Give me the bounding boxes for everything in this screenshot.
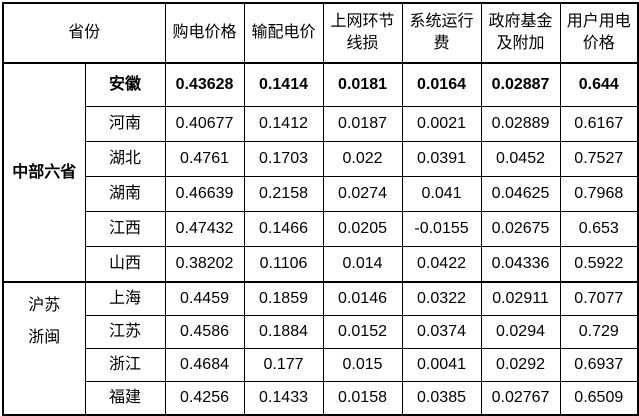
value-cell: 0.0205 <box>322 211 403 247</box>
table-row: 山西 0.38202 0.1106 0.014 0.0422 0.04336 0… <box>3 246 639 283</box>
value-cell: 0.4256 <box>164 381 245 416</box>
value-cell: 0.0152 <box>322 315 403 349</box>
value-cell: 0.653 <box>559 211 639 247</box>
table-row: 浙江 0.4684 0.177 0.015 0.0041 0.0292 0.69… <box>3 348 639 382</box>
value-cell: 0.0181 <box>322 62 403 107</box>
value-cell: 0.4761 <box>164 141 245 177</box>
value-cell: 0.02887 <box>480 62 561 107</box>
header-cell-province: 省份 <box>2 2 166 64</box>
value-cell: 0.0391 <box>401 141 482 177</box>
province-cell: 安徽 <box>84 62 166 107</box>
header-cell-transmission-price: 输配电价 <box>243 2 324 64</box>
table-row: 湖北 0.4761 0.1703 0.022 0.0391 0.0452 0.7… <box>3 141 639 177</box>
value-cell: 0.7968 <box>559 176 639 212</box>
value-cell: 0.2158 <box>243 176 324 212</box>
value-cell: 0.041 <box>401 176 482 212</box>
table-row: 湖南 0.46639 0.2158 0.0274 0.041 0.04625 0… <box>3 176 639 212</box>
province-cell: 福建 <box>84 381 166 416</box>
province-cell: 山西 <box>84 246 166 283</box>
value-cell: 0.1106 <box>243 246 324 283</box>
value-cell: 0.02767 <box>480 381 561 416</box>
table-row: 沪苏 浙闽 上海 0.4459 0.1859 0.0146 0.0322 0.0… <box>2 281 639 416</box>
value-cell: 0.4684 <box>164 348 245 382</box>
header-cell-purchase-price: 购电价格 <box>164 2 245 64</box>
header-cell-user-price: 用户用电 价格 <box>559 2 639 64</box>
header-cell-government-fund: 政府基金 及附加 <box>480 2 561 64</box>
value-cell: 0.40677 <box>164 106 245 142</box>
value-cell: 0.5922 <box>559 246 639 283</box>
value-cell: 0.0322 <box>401 281 482 316</box>
value-cell: 0.0158 <box>322 381 403 416</box>
province-cell: 上海 <box>84 281 166 316</box>
value-cell: 0.014 <box>322 246 403 283</box>
value-cell: 0.0385 <box>401 381 482 416</box>
value-cell: 0.1466 <box>243 211 324 247</box>
value-cell: 0.4459 <box>164 281 245 316</box>
table-row: 中部六省 安徽 0.43628 0.1414 0.0181 0.0164 0.0… <box>2 62 639 283</box>
value-cell: 0.0422 <box>401 246 482 283</box>
value-cell: 0.0041 <box>401 348 482 382</box>
value-cell: 0.02889 <box>480 106 561 142</box>
value-cell: 0.0294 <box>480 315 561 349</box>
group-cell-central-six: 中部六省 <box>2 62 86 283</box>
header-cell-line-loss: 上网环节 线损 <box>322 2 403 64</box>
value-cell: 0.644 <box>559 62 639 107</box>
group-cell-hu-su-zhe-min: 沪苏 浙闽 <box>2 281 86 416</box>
value-cell: 0.1412 <box>243 106 324 142</box>
value-cell: 0.1884 <box>243 315 324 349</box>
value-cell: 0.1859 <box>243 281 324 316</box>
province-cell: 浙江 <box>84 348 166 382</box>
value-cell: 0.4586 <box>164 315 245 349</box>
header-cell-system-operation-fee: 系统运行 费 <box>401 2 482 64</box>
value-cell: 0.46639 <box>164 176 245 212</box>
value-cell: 0.0164 <box>401 62 482 107</box>
value-cell: 0.022 <box>322 141 403 177</box>
value-cell: 0.015 <box>322 348 403 382</box>
value-cell: 0.1703 <box>243 141 324 177</box>
value-cell: 0.0021 <box>401 106 482 142</box>
value-cell: 0.04625 <box>480 176 561 212</box>
value-cell: 0.7527 <box>559 141 639 177</box>
table-row: 河南 0.40677 0.1412 0.0187 0.0021 0.02889 … <box>3 106 639 142</box>
value-cell: 0.6509 <box>559 381 639 416</box>
table-header-row: 省份 购电价格 输配电价 上网环节 线损 系统运行 费 政府基金 及附加 用户用… <box>2 2 639 64</box>
province-cell: 湖北 <box>84 141 166 177</box>
value-cell: 0.0146 <box>322 281 403 316</box>
table-row: 江苏 0.4586 0.1884 0.0152 0.0374 0.0294 0.… <box>3 315 639 349</box>
value-cell: 0.0374 <box>401 315 482 349</box>
value-cell: -0.0155 <box>401 211 482 247</box>
value-cell: 0.02911 <box>480 281 561 316</box>
value-cell: 0.0274 <box>322 176 403 212</box>
value-cell: 0.04336 <box>480 246 561 283</box>
value-cell: 0.6937 <box>559 348 639 382</box>
province-cell: 河南 <box>84 106 166 142</box>
value-cell: 0.729 <box>559 315 639 349</box>
value-cell: 0.38202 <box>164 246 245 283</box>
value-cell: 0.6167 <box>559 106 639 142</box>
province-cell: 江西 <box>84 211 166 247</box>
value-cell: 0.0292 <box>480 348 561 382</box>
value-cell: 0.47432 <box>164 211 245 247</box>
value-cell: 0.177 <box>243 348 324 382</box>
value-cell: 0.0452 <box>480 141 561 177</box>
province-cell: 江苏 <box>84 315 166 349</box>
table-row: 福建 0.4256 0.1433 0.0158 0.0385 0.02767 0… <box>3 381 639 416</box>
value-cell: 0.7077 <box>559 281 639 316</box>
value-cell: 0.0187 <box>322 106 403 142</box>
table-row: 江西 0.47432 0.1466 0.0205 -0.0155 0.02675… <box>3 211 639 247</box>
value-cell: 0.1414 <box>243 62 324 107</box>
value-cell: 0.02675 <box>480 211 561 247</box>
province-cell: 湖南 <box>84 176 166 212</box>
value-cell: 0.43628 <box>164 62 245 107</box>
value-cell: 0.1433 <box>243 381 324 416</box>
